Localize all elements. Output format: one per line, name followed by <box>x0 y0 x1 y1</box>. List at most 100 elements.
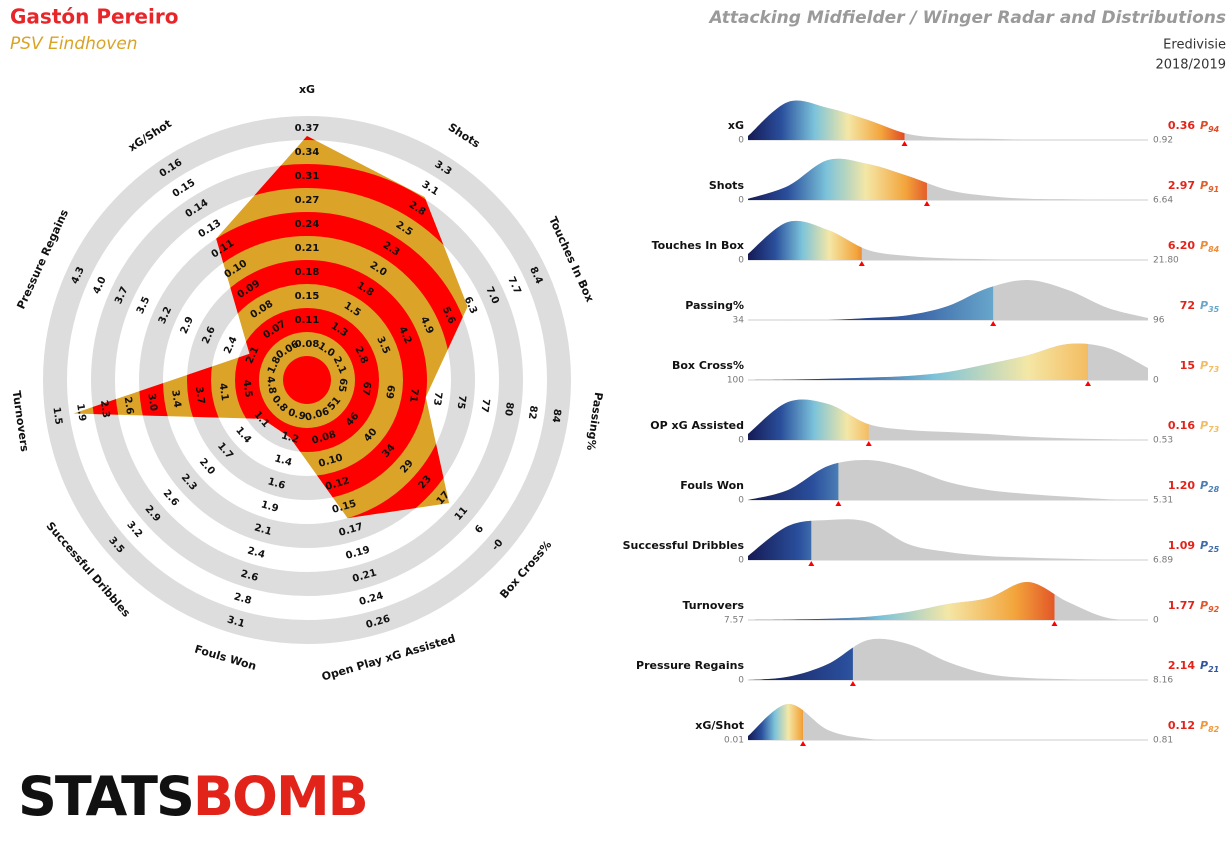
tick-label: 69 <box>383 384 396 399</box>
percentile-label: P21 <box>1200 659 1219 674</box>
density <box>748 459 1148 500</box>
tick-label: 0.31 <box>295 171 320 182</box>
percentile-prefix: P <box>1200 119 1208 132</box>
range-max: 6.89 <box>1153 556 1173 566</box>
percentile-label: P82 <box>1200 719 1220 734</box>
tick-label: 1.4 <box>233 425 253 446</box>
percentile-prefix: P <box>1200 479 1208 492</box>
density-colored <box>748 462 839 500</box>
page-title: Attacking Midfielder / Winger Radar and … <box>708 8 1227 28</box>
tick-label: 0.27 <box>295 195 320 206</box>
range-max: 0 <box>1153 376 1159 386</box>
percentile-value: 73 <box>1208 425 1220 434</box>
range-min: 0 <box>738 676 744 686</box>
tick-label: 2.8 <box>233 591 253 607</box>
tick-label: 2.6 <box>161 488 181 509</box>
tick-label: 3.1 <box>420 179 441 198</box>
tick-label: 67 <box>359 381 372 396</box>
range-max: 8.16 <box>1153 676 1173 686</box>
range-min: 0.01 <box>724 736 744 746</box>
ring <box>43 116 571 644</box>
percentile-value: 84 <box>1208 245 1220 254</box>
percentile-label: P92 <box>1200 599 1220 614</box>
season: 2018/2019 <box>1155 58 1226 73</box>
value-label: 0.16 <box>1168 419 1195 432</box>
percentile-label: P28 <box>1200 479 1220 494</box>
density-colored <box>748 220 862 260</box>
range-min: 0 <box>738 136 744 146</box>
tick-label: 82 <box>526 405 539 420</box>
percentile-prefix: P <box>1200 659 1208 672</box>
range-min: 7.57 <box>724 616 744 626</box>
percentile-value: 91 <box>1208 185 1219 194</box>
density-colored <box>748 286 994 320</box>
row-label: Box Cross% <box>672 359 744 372</box>
tick-label: 1.9 <box>74 403 87 422</box>
tick-label: 1.4 <box>273 453 293 469</box>
row-label: xG/Shot <box>695 719 744 732</box>
tick-label: 1.9 <box>260 499 280 515</box>
tick-label: 0.37 <box>295 123 320 134</box>
tick-label: 2.6 <box>122 396 135 415</box>
axis-name: Shots <box>446 121 483 151</box>
percentile-label: P91 <box>1200 179 1219 194</box>
value-label: 2.97 <box>1168 179 1195 192</box>
tick-label: 7.7 <box>505 275 522 296</box>
team-name: PSV Eindhoven <box>10 34 138 54</box>
range-max: 6.64 <box>1153 196 1173 206</box>
value-marker <box>858 261 865 266</box>
range-min: 34 <box>733 316 745 326</box>
value-marker <box>835 501 842 506</box>
tick-label: 77 <box>478 398 491 413</box>
logo-left: STATS <box>18 765 193 828</box>
range-min: 0 <box>738 436 744 446</box>
tick-label: 2.6 <box>239 568 259 584</box>
value-label: 72 <box>1180 299 1195 312</box>
percentile-label: P94 <box>1200 119 1220 134</box>
range-max: 5.31 <box>1153 496 1173 506</box>
tick-label: 3.4 <box>169 389 182 408</box>
density-colored <box>748 100 905 140</box>
percentile-value: 35 <box>1208 305 1220 314</box>
range-max: 21.80 <box>1153 256 1179 266</box>
density-colored <box>748 520 812 560</box>
density-colored <box>748 399 869 440</box>
density-colored <box>748 158 927 200</box>
row-label: Passing% <box>685 299 744 312</box>
percentile-prefix: P <box>1200 179 1208 192</box>
percentile-value: 82 <box>1208 725 1220 734</box>
tick-label: 0.21 <box>295 243 320 254</box>
value-label: 0.12 <box>1168 719 1195 732</box>
tick-label: 0.9 <box>287 407 307 423</box>
range-max: 0 <box>1153 616 1159 626</box>
value-marker <box>849 681 856 686</box>
percentile-prefix: P <box>1200 239 1208 252</box>
row-label: Pressure Regains <box>636 659 744 672</box>
value-marker <box>1085 381 1091 386</box>
range-max: 96 <box>1153 316 1165 326</box>
density-colored <box>748 343 1088 380</box>
value-marker <box>1051 621 1058 626</box>
tick-label: 0.11 <box>295 315 320 326</box>
tick-label: 1.6 <box>266 476 286 492</box>
radar-band <box>235 308 379 452</box>
row-label: xG <box>728 119 744 132</box>
tick-label: 4.5 <box>240 379 253 398</box>
logo: STATSBOMB <box>18 765 367 828</box>
row-label: Successful Dribbles <box>623 539 745 552</box>
tick-label: 80 <box>502 401 515 416</box>
tick-label: 3.5 <box>135 295 152 316</box>
tick-label: 0.24 <box>358 590 385 608</box>
tick-label: 75 <box>454 394 467 409</box>
axis-name: xG/Shot <box>126 117 174 154</box>
value-label: 15 <box>1180 359 1195 372</box>
radar-band <box>283 356 331 404</box>
density-colored <box>748 581 1055 620</box>
tick-label: 2.9 <box>179 315 196 336</box>
tick-label: 2.3 <box>98 400 111 419</box>
value-label: 6.20 <box>1168 239 1195 252</box>
range-min: 100 <box>727 376 744 386</box>
tick-label: 84 <box>550 408 563 423</box>
percentile-value: 73 <box>1208 365 1220 374</box>
